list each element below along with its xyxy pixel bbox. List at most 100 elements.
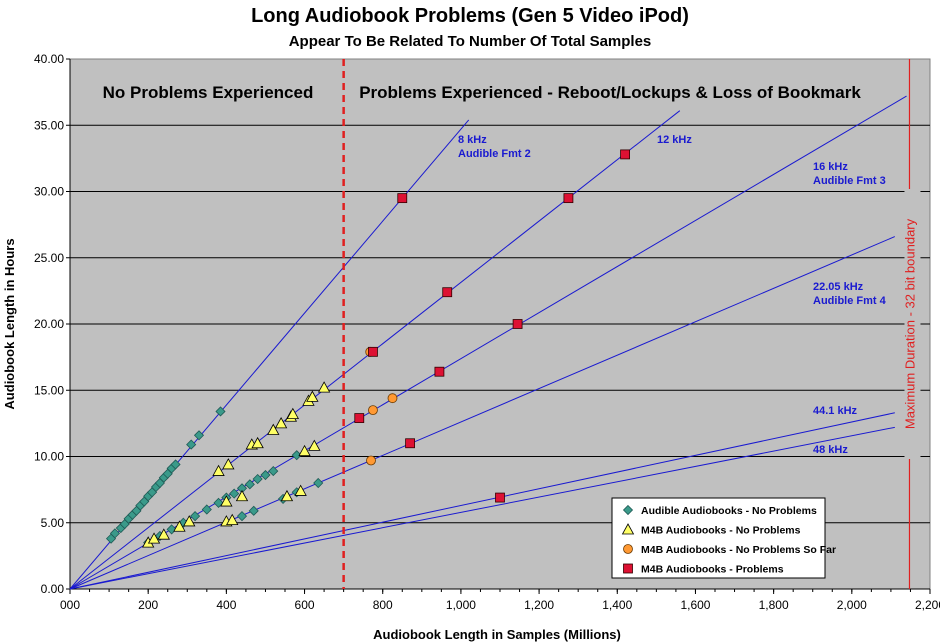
legend-label: M4B Audiobooks - No Problems xyxy=(641,525,801,537)
y-tick-label: 10.00 xyxy=(34,450,64,464)
data-point xyxy=(220,495,233,507)
axis-ticks: 0.00 5.00 10.00 15.00 20.00 25.00 30.00 35.00 40… xyxy=(34,52,940,612)
data-point xyxy=(317,381,331,393)
data-point xyxy=(298,444,311,457)
trend-line-label-line: 48 kHz xyxy=(813,444,848,456)
trend-line-label-line: 22.05 kHz xyxy=(813,281,864,293)
region-label-right: Problems Experienced - Reboot/Lockups & … xyxy=(359,83,861,102)
trend-line xyxy=(69,426,895,590)
data-point xyxy=(190,511,201,522)
legend-marker xyxy=(623,544,633,554)
trend-line xyxy=(69,95,907,590)
y-tick-label: 25.00 xyxy=(34,251,64,265)
trend-line-label-line: Audible Fmt 2 xyxy=(458,148,531,160)
chart-subtitle: Appear To Be Related To Number Of Total … xyxy=(289,33,652,50)
data-point xyxy=(236,511,248,522)
data-point xyxy=(215,406,226,417)
data-point xyxy=(201,504,212,515)
y-tick-label: 30.00 xyxy=(34,185,64,199)
data-point xyxy=(235,489,249,502)
data-point xyxy=(186,439,197,450)
data-point xyxy=(173,520,186,532)
legend-box xyxy=(611,497,826,579)
data-point xyxy=(313,477,324,489)
data-points xyxy=(105,149,630,548)
legend-label: Audible Audiobooks - No Problems xyxy=(641,505,817,517)
data-point xyxy=(397,193,408,204)
y-tick-label: 20.00 xyxy=(34,317,64,331)
y-tick-label: 35.00 xyxy=(34,118,64,132)
data-point xyxy=(109,528,121,539)
trend-line-label-line: Audible Fmt 3 xyxy=(813,175,886,187)
max-duration-label-bg xyxy=(904,189,921,459)
data-point xyxy=(286,407,299,420)
data-point xyxy=(495,492,505,503)
x-tick-label: 1,200 xyxy=(524,598,554,612)
y-tick-label: 40.00 xyxy=(34,52,64,66)
legend-marker xyxy=(622,504,634,516)
data-point xyxy=(252,473,263,485)
x-tick-label: 1,000 xyxy=(446,598,476,612)
trend-line-label-line: 44.1 kHz xyxy=(813,405,858,417)
x-tick-label: 1,400 xyxy=(602,598,632,612)
trend-line-label: 8 kHz Audible Fmt 2 xyxy=(458,134,531,160)
data-point xyxy=(368,405,378,416)
data-point xyxy=(434,366,445,377)
trend-line-label-line: 16 kHz xyxy=(813,161,848,173)
data-point xyxy=(294,484,307,496)
trend-line-label-line: 8 kHz xyxy=(458,134,487,146)
y-tick-label: 15.00 xyxy=(34,383,64,397)
x-tick-label: 200 xyxy=(138,598,158,612)
y-tick-label: 5.00 xyxy=(41,516,65,530)
data-point xyxy=(512,319,523,329)
data-point xyxy=(268,466,279,477)
x-tick-label: 400 xyxy=(216,598,236,612)
data-point xyxy=(306,390,319,402)
x-tick-label: 2,000 xyxy=(837,598,867,612)
trend-line xyxy=(69,236,896,590)
data-point xyxy=(405,438,415,449)
vertical-markers: Maximum Duration - 32 bit boundary xyxy=(342,59,921,589)
data-point xyxy=(193,430,205,441)
x-tick-label: 2,200 xyxy=(915,598,940,612)
legend-marker xyxy=(621,523,635,535)
data-point xyxy=(251,436,264,449)
chart-title: Long Audiobook Problems (Gen 5 Video iPo… xyxy=(251,5,689,27)
data-point xyxy=(267,423,280,435)
data-point xyxy=(563,193,574,204)
x-axis-label: Audiobook Length in Samples (Millions) xyxy=(373,627,621,642)
x-tick-label: 000 xyxy=(60,598,80,612)
trend-line-label-line: Audible Fmt 4 xyxy=(813,295,887,307)
data-point xyxy=(157,528,170,540)
trend-line-label: 44.1 kHz xyxy=(813,405,858,417)
trend-line-label: 16 kHz Audible Fmt 3 xyxy=(813,161,886,187)
data-point xyxy=(274,417,288,429)
x-tick-label: 800 xyxy=(373,598,393,612)
data-point xyxy=(387,393,398,404)
x-tick-label: 600 xyxy=(295,598,315,612)
data-point xyxy=(183,515,196,527)
trend-line-label: 48 kHz xyxy=(813,444,848,456)
legend-label: M4B Audiobooks - Problems xyxy=(641,564,784,576)
legend: Audible Audiobooks - No Problems M4B Audi… xyxy=(611,497,836,579)
legend-marker xyxy=(623,563,633,574)
x-tick-label: 1,600 xyxy=(680,598,710,612)
x-tick-label: 1,800 xyxy=(759,598,789,612)
data-point xyxy=(226,513,239,525)
data-point xyxy=(248,505,259,516)
data-point xyxy=(308,439,321,451)
data-point xyxy=(170,459,181,470)
data-point xyxy=(368,346,378,357)
data-point xyxy=(354,413,365,423)
data-point xyxy=(222,458,235,470)
data-point xyxy=(260,469,271,481)
legend-label: M4B Audiobooks - No Problems So Far xyxy=(641,544,836,556)
trend-line xyxy=(69,412,895,590)
max-duration-label: Maximum Duration - 32 bit boundary xyxy=(902,218,917,429)
data-point xyxy=(229,488,240,499)
data-point xyxy=(147,532,161,544)
data-point xyxy=(212,464,225,476)
data-point xyxy=(244,479,255,490)
trend-line-label-line: 12 kHz xyxy=(657,134,692,146)
